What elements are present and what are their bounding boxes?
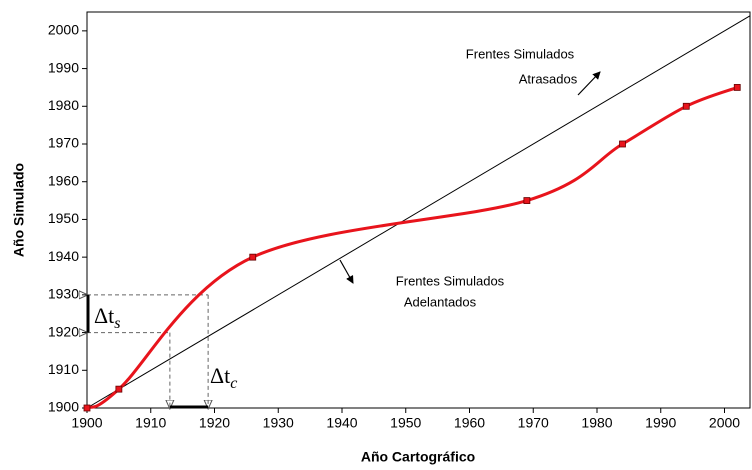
x-tick-label: 1960 <box>454 415 485 431</box>
delta-c-label: Δtc <box>210 363 237 392</box>
x-tick-label: 2000 <box>709 415 740 431</box>
simulated-curve <box>86 86 738 410</box>
arrow <box>577 71 601 96</box>
x-tick-label: 1920 <box>199 415 230 431</box>
x-tick-label: 1930 <box>263 415 294 431</box>
point <box>619 140 626 148</box>
y-tick-label: 1920 <box>48 323 79 339</box>
x-tick-label: 1990 <box>645 415 676 431</box>
plot-frame <box>86 11 751 409</box>
y-tick-label: 1970 <box>48 135 79 151</box>
diagonal-line <box>86 15 751 409</box>
annotation: Frentes Simulados <box>396 273 505 288</box>
point <box>523 197 531 204</box>
point <box>733 84 741 91</box>
arrow <box>339 259 354 284</box>
x-tick-label: 1980 <box>581 415 612 431</box>
point <box>83 404 91 412</box>
y-tick-label: 1940 <box>48 248 79 264</box>
y-tick-label: 1990 <box>48 59 79 75</box>
point <box>115 385 123 393</box>
y-tick-label: 2000 <box>48 22 79 38</box>
y-tick-label: 1960 <box>48 172 79 188</box>
annotation: Atrasados <box>519 71 578 86</box>
x-tick-label: 1940 <box>326 415 357 431</box>
annotation: Adelantados <box>404 294 477 309</box>
x-tick-label: 1910 <box>135 415 166 431</box>
x-tick-label: 1950 <box>390 415 421 431</box>
y-tick-label: 1900 <box>48 399 79 415</box>
point <box>249 253 257 261</box>
annotation: Frentes Simulados <box>466 46 575 61</box>
y-tick-label: 1910 <box>48 361 79 377</box>
point <box>682 102 690 110</box>
y-tick-label: 1930 <box>48 286 79 302</box>
x-tick-label: 1970 <box>518 415 549 431</box>
delta-s-label: Δts <box>94 303 121 332</box>
y-axis-label: Año Simulado <box>11 163 27 257</box>
x-tick-label: 1900 <box>71 415 102 431</box>
y-tick-label: 1980 <box>48 97 79 113</box>
y-tick-label: 1950 <box>48 210 79 226</box>
x-axis-label: Año Cartográfico <box>361 449 475 465</box>
